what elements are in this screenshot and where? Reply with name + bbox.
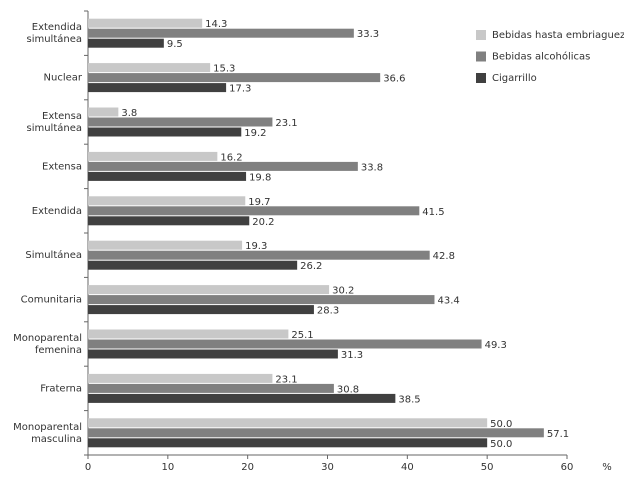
value-label: 38.5 <box>398 394 420 405</box>
value-label: 49.3 <box>485 340 507 351</box>
bar <box>88 240 243 250</box>
value-label: 26.2 <box>300 261 322 272</box>
value-label: 23.1 <box>275 374 297 385</box>
bar <box>88 196 246 206</box>
value-label: 50.0 <box>490 439 512 450</box>
bar <box>88 349 338 359</box>
y-tick-label: Extendida <box>32 206 82 217</box>
bar <box>88 250 430 260</box>
bar <box>88 418 488 428</box>
bar <box>88 63 211 73</box>
value-label: 16.2 <box>220 152 242 163</box>
bar <box>88 117 273 127</box>
legend-swatch <box>476 51 486 62</box>
value-label: 15.3 <box>213 64 235 75</box>
value-label: 50.0 <box>490 419 512 430</box>
bar <box>88 73 381 83</box>
legend-label: Bebidas hasta embriaguez <box>492 30 624 41</box>
bar <box>88 373 273 383</box>
bar <box>88 438 488 448</box>
bar <box>88 295 435 305</box>
value-label: 25.1 <box>291 330 313 341</box>
value-label: 19.3 <box>245 241 267 252</box>
y-tick-label: Extensa simultánea <box>26 111 82 134</box>
bar <box>88 171 247 181</box>
value-label: 19.2 <box>244 128 266 139</box>
value-label: 19.8 <box>249 172 271 183</box>
bar <box>88 285 330 295</box>
x-tick-label: 40 <box>401 462 414 473</box>
bar <box>88 216 250 226</box>
legend-label: Cigarrillo <box>492 73 537 84</box>
value-label: 20.2 <box>252 217 274 228</box>
bar <box>88 151 218 161</box>
value-label: 42.8 <box>433 251 455 262</box>
bar <box>88 329 289 339</box>
value-label: 30.8 <box>337 384 359 395</box>
value-label: 28.3 <box>317 306 339 317</box>
x-axis-label: % <box>602 462 612 473</box>
bar <box>88 339 482 349</box>
value-label: 43.4 <box>437 296 459 307</box>
x-tick-label: 10 <box>161 462 174 473</box>
bar <box>88 428 544 438</box>
bar <box>88 107 119 117</box>
y-tick-label: Monoparental femenina <box>13 333 82 356</box>
bar <box>88 83 227 93</box>
bar <box>88 260 298 270</box>
y-tick-label: Comunitaria <box>21 295 82 306</box>
bar <box>88 206 420 216</box>
bar <box>88 127 242 137</box>
value-label: 3.8 <box>121 108 137 119</box>
bar <box>88 305 314 315</box>
value-label: 41.5 <box>422 207 444 218</box>
legend-swatch <box>476 73 486 83</box>
x-tick-label: 30 <box>321 462 334 473</box>
y-tick-label: Extendida simultánea <box>26 22 82 45</box>
y-tick-label: Nuclear <box>44 73 83 84</box>
bar <box>88 383 334 393</box>
value-label: 17.3 <box>229 84 251 95</box>
y-tick-label: Monoparental masculina <box>13 422 82 445</box>
value-label: 57.1 <box>547 429 569 440</box>
bar <box>88 38 164 48</box>
y-tick-label: Extensa <box>42 161 82 172</box>
x-tick-label: 60 <box>561 462 574 473</box>
bar <box>88 18 203 28</box>
value-label: 14.3 <box>205 19 227 30</box>
x-tick-label: 20 <box>241 462 254 473</box>
x-tick-label: 50 <box>481 462 494 473</box>
value-label: 19.7 <box>248 197 270 208</box>
bar <box>88 28 354 38</box>
value-label: 36.6 <box>383 74 405 85</box>
x-tick-label: 0 <box>85 462 91 473</box>
bar <box>88 161 358 171</box>
bar <box>88 393 396 403</box>
value-label: 31.3 <box>341 350 363 361</box>
value-label: 33.3 <box>357 29 379 40</box>
y-tick-label: Fraterna <box>40 383 82 394</box>
legend-swatch <box>476 30 486 40</box>
value-label: 23.1 <box>275 118 297 129</box>
value-label: 9.5 <box>167 39 183 50</box>
value-label: 30.2 <box>332 286 354 297</box>
y-tick-label: Simultánea <box>25 249 82 261</box>
legend-label: Bebidas alcohólicas <box>492 51 590 63</box>
value-label: 33.8 <box>361 162 383 173</box>
